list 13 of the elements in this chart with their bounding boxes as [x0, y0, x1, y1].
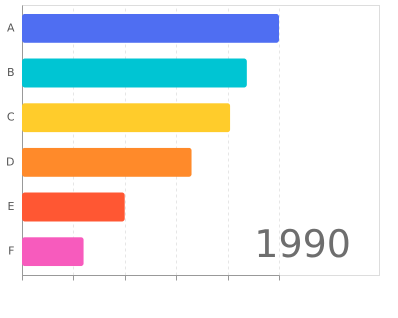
y-tick-label: E	[8, 200, 15, 213]
y-tick-label: C	[6, 110, 15, 124]
bar	[22, 192, 125, 222]
bar	[22, 237, 84, 266]
annotation: 1990	[254, 222, 351, 266]
y-tick-label: F	[8, 244, 14, 258]
y-tick-label: A	[6, 21, 15, 34]
bar	[22, 103, 230, 132]
y-tick-label: D	[6, 155, 14, 168]
bar	[22, 58, 247, 88]
bar	[22, 148, 192, 177]
y-tick-label: B	[6, 66, 14, 80]
bar	[22, 14, 280, 43]
